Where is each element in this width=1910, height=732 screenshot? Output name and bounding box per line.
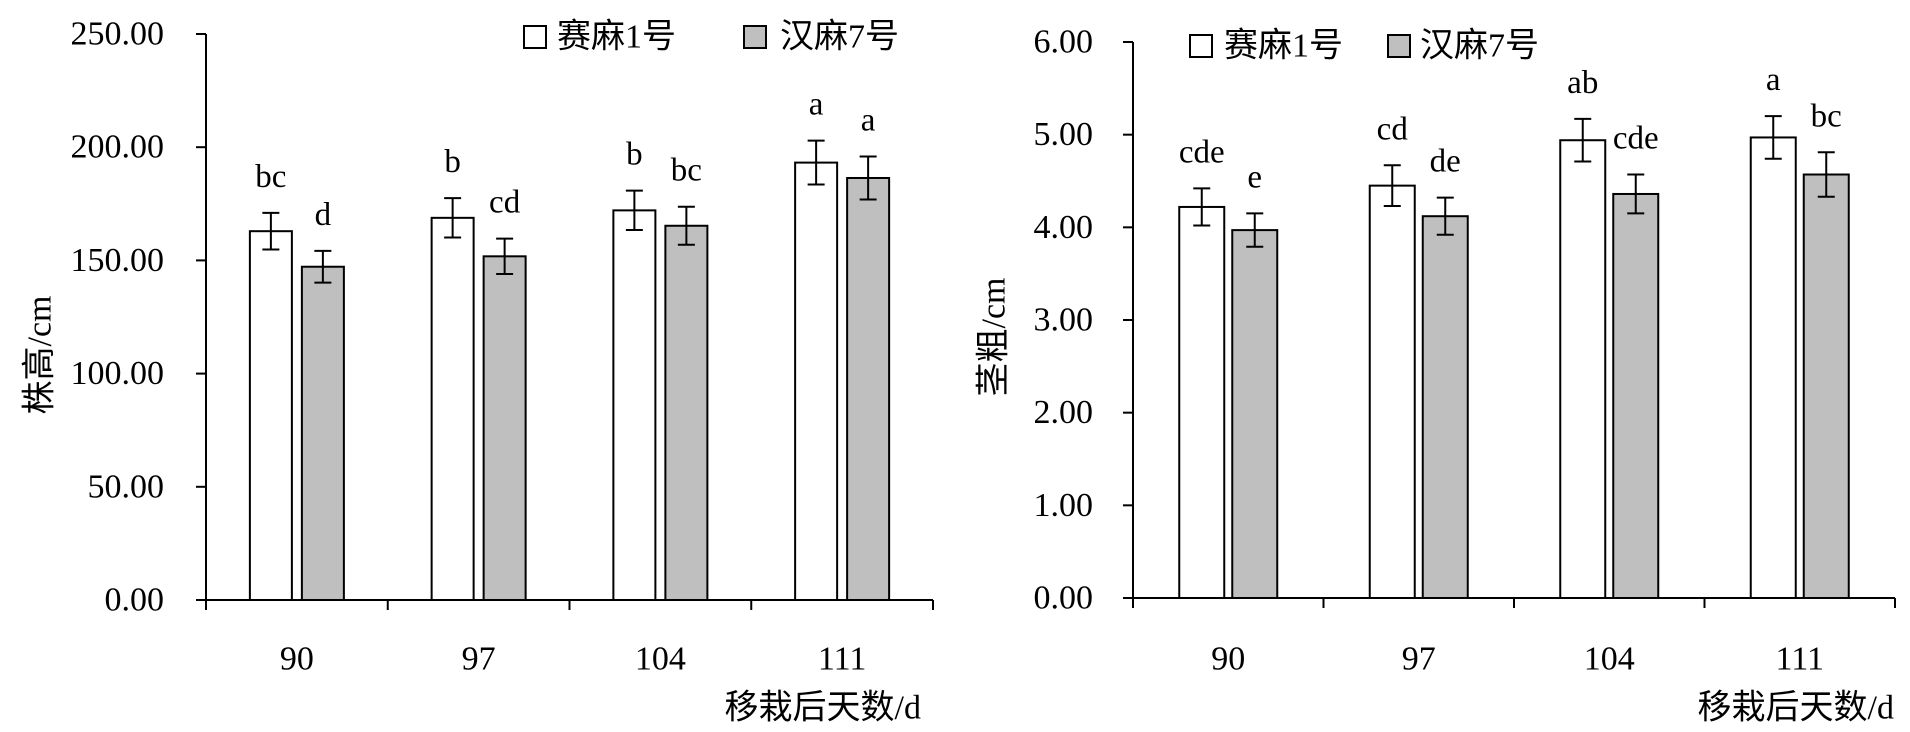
- error-bar: [1764, 115, 1782, 160]
- x-tick-label: 111: [818, 641, 866, 678]
- bar: [1368, 184, 1416, 599]
- significance-letter: a: [1766, 62, 1781, 98]
- bar: [1802, 173, 1850, 599]
- bar-series-2: e de cde bc: [1231, 98, 1850, 600]
- y-tick-label: 0.00: [1034, 580, 1094, 617]
- significance-letter: b: [444, 144, 461, 180]
- error-bar: [677, 205, 695, 246]
- error-bar: [262, 211, 280, 251]
- significance-letter: bc: [255, 159, 286, 195]
- legend-label: 赛麻1号: [1224, 27, 1343, 65]
- y-tick-label: 100.00: [71, 355, 165, 392]
- y-tick-label: 50.00: [88, 468, 165, 505]
- significance-letter: bc: [1811, 98, 1842, 134]
- significance-letter: a: [861, 102, 876, 138]
- bar-chart-right: cde cd ab a e de cde bc 0.00 1.00 2.00 3.00 4.00 5.00…: [975, 24, 1896, 727]
- significance-letter: cde: [1613, 121, 1659, 157]
- y-tick-label: 0.00: [105, 582, 165, 619]
- significance-letter: cd: [489, 185, 521, 221]
- legend-swatch: [523, 25, 547, 49]
- bar: [1421, 215, 1469, 600]
- bar: [300, 265, 345, 601]
- y-tick-label: 6.00: [1034, 24, 1094, 61]
- x-tick-label: 97: [1402, 641, 1436, 678]
- bar: [664, 224, 709, 601]
- y-axis-title: 茎粗/cm: [975, 278, 1013, 397]
- bar: [1612, 192, 1660, 599]
- y-tick-label: 150.00: [71, 242, 165, 279]
- x-tick-label: 111: [1776, 641, 1824, 678]
- y-tick-label: 200.00: [71, 129, 165, 166]
- error-bar: [859, 155, 877, 201]
- bar: [1231, 229, 1279, 600]
- error-bar: [625, 189, 643, 232]
- x-tick-label: 104: [635, 641, 686, 678]
- bar: [1178, 205, 1226, 599]
- significance-letter: cd: [1377, 111, 1409, 147]
- error-bar: [444, 197, 462, 239]
- bar: [248, 230, 293, 601]
- y-tick-label: 3.00: [1034, 302, 1094, 339]
- x-tick-label: 90: [1211, 641, 1245, 678]
- legend-swatch: [743, 25, 767, 49]
- significance-letter: cde: [1179, 134, 1225, 170]
- x-axis-title: 移栽后天数/d: [725, 689, 921, 727]
- x-tick-label: 90: [280, 641, 314, 678]
- significance-letter: de: [1430, 144, 1461, 180]
- error-bar: [314, 249, 332, 284]
- legend: 赛麻1号 汉麻7号: [1189, 27, 1539, 65]
- significance-letter: b: [626, 137, 643, 173]
- legend-label: 汉麻7号: [780, 18, 899, 56]
- bar: [1749, 136, 1797, 599]
- legend-label: 赛麻1号: [557, 18, 676, 56]
- error-bar: [1574, 117, 1592, 163]
- y-tick-label: 1.00: [1034, 487, 1094, 524]
- legend-swatch: [1189, 34, 1213, 58]
- error-bar: [1193, 187, 1211, 227]
- legend-label: 汉麻7号: [1420, 27, 1539, 65]
- x-tick-label: 97: [462, 641, 496, 678]
- error-bar: [1246, 212, 1264, 248]
- y-tick-label: 2.00: [1034, 394, 1094, 431]
- legend-swatch: [1387, 34, 1411, 58]
- error-bar: [1627, 173, 1645, 215]
- significance-letter: ab: [1567, 65, 1598, 101]
- error-bar: [807, 139, 825, 186]
- significance-letter: e: [1247, 159, 1262, 195]
- bar: [612, 209, 657, 601]
- bar-chart-left: bc b bad cdbca0.0050.00100.00150.00200.0025…: [21, 16, 934, 727]
- significance-letter: bc: [671, 153, 702, 189]
- bar: [482, 255, 527, 601]
- significance-letter: a: [809, 87, 824, 123]
- y-tick-label: 4.00: [1034, 209, 1094, 246]
- bar-series-1: bc b ba: [248, 87, 839, 601]
- y-tick-label: 250.00: [71, 16, 165, 53]
- error-bar: [496, 237, 514, 275]
- bar-series-1: cde cd ab a: [1178, 62, 1797, 599]
- bar-series-2: d cd bc a: [300, 102, 891, 602]
- error-bar: [1383, 164, 1401, 208]
- error-bar: [1436, 196, 1454, 236]
- bar: [846, 176, 891, 602]
- y-tick-label: 5.00: [1034, 116, 1094, 153]
- bar: [430, 216, 475, 601]
- x-axis-title: 移栽后天数/d: [1698, 689, 1894, 727]
- y-axis-title: 株高/cm: [21, 296, 59, 415]
- legend: 赛麻1号 汉麻7号: [523, 18, 899, 56]
- error-bar: [1817, 151, 1835, 198]
- bar: [794, 161, 839, 601]
- bar: [1559, 139, 1607, 599]
- significance-letter: d: [315, 197, 332, 233]
- x-tick-label: 104: [1584, 641, 1635, 678]
